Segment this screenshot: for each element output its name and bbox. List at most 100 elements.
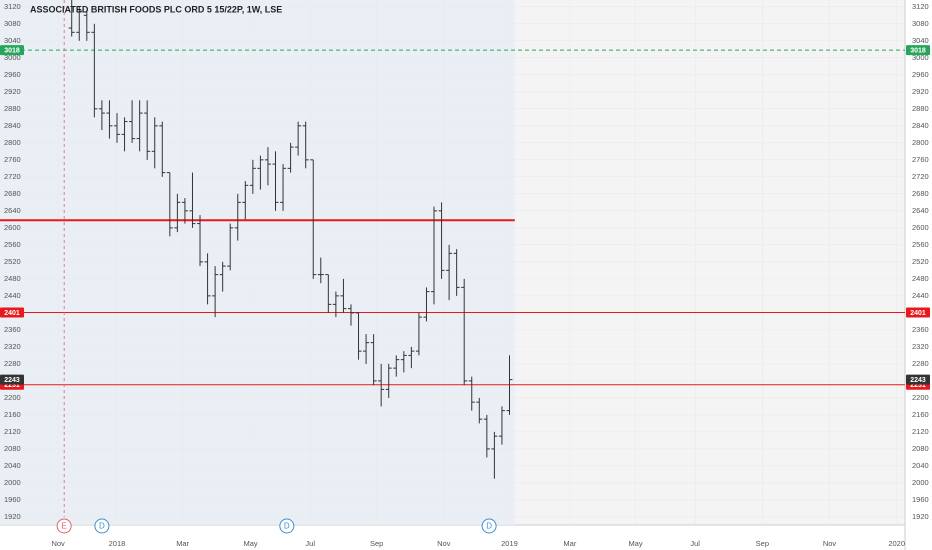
y-tick-label: 2840 xyxy=(912,121,929,130)
y-tick-label: 2000 xyxy=(912,478,929,487)
y-tick-label: 2160 xyxy=(912,410,929,419)
ohlc-bar xyxy=(234,193,241,241)
chart-title: ASSOCIATED BRITISH FOODS PLC ORD 5 15/22… xyxy=(30,4,282,14)
price-label-box xyxy=(0,374,24,385)
y-tick-label: 2960 xyxy=(4,70,21,79)
ohlc-bar xyxy=(189,172,196,228)
y-tick-label: 2440 xyxy=(912,291,929,300)
price-label-box xyxy=(0,45,24,56)
y-tick-label: 2800 xyxy=(912,138,929,147)
y-tick-label: 1920 xyxy=(4,512,21,521)
price-label: 2401 xyxy=(4,310,20,317)
ohlc-bar xyxy=(166,172,173,237)
y-tick-label: 3040 xyxy=(912,36,929,45)
time-axis-background xyxy=(0,525,905,550)
ohlc-bar xyxy=(272,151,279,211)
price-label-box xyxy=(906,307,930,318)
ohlc-bar xyxy=(106,100,113,139)
y-tick-label: 2920 xyxy=(4,87,21,96)
ohlc-bar xyxy=(121,117,128,152)
ohlc-bar xyxy=(98,100,105,131)
y-tick-label: 2320 xyxy=(912,342,929,351)
y-tick-label: 2760 xyxy=(912,155,929,164)
y-tick-label: 3120 xyxy=(4,2,21,11)
ohlc-bar xyxy=(438,202,445,279)
y-tick-label: 2920 xyxy=(912,87,929,96)
y-tick-label: 2680 xyxy=(912,189,929,198)
y-tick-label: 2880 xyxy=(4,104,21,113)
ohlc-bar xyxy=(113,113,120,143)
y-tick-label: 2600 xyxy=(912,223,929,232)
price-label: 2243 xyxy=(4,377,20,384)
y-tick-label: 2040 xyxy=(912,461,929,470)
y-tick-label: 2120 xyxy=(912,427,929,436)
y-tick-label: 2120 xyxy=(4,427,21,436)
history-shade xyxy=(0,0,515,525)
x-tick-label: Nov xyxy=(51,539,65,548)
ohlc-bar xyxy=(227,223,234,271)
x-tick-label: Jul xyxy=(305,539,315,548)
ohlc-bar xyxy=(302,121,309,169)
price-label: 2231 xyxy=(910,382,926,389)
ohlc-bar xyxy=(264,147,271,186)
y-tick-label: 2560 xyxy=(912,240,929,249)
ohlc-bar xyxy=(355,312,362,360)
ohlc-bar xyxy=(468,376,475,411)
ohlc-bar xyxy=(483,414,490,458)
ohlc-bar xyxy=(400,351,407,373)
ohlc-bar xyxy=(408,346,415,369)
y-tick-label: 2040 xyxy=(4,461,21,470)
ohlc-bar xyxy=(347,304,354,326)
ohlc-bar xyxy=(415,312,422,356)
ohlc-bar xyxy=(498,406,505,445)
ohlc-bar xyxy=(174,193,181,233)
ohlc-bar xyxy=(257,155,264,190)
y-tick-label: 2800 xyxy=(4,138,21,147)
ohlc-bar xyxy=(76,6,83,41)
price-label: 2231 xyxy=(4,382,20,389)
y-tick-label: 2080 xyxy=(912,444,929,453)
y-tick-label: 2480 xyxy=(912,274,929,283)
x-tick-label: Jul xyxy=(690,539,700,548)
ohlc-bar xyxy=(204,253,211,305)
ohlc-bar xyxy=(181,198,188,224)
price-label-box xyxy=(906,45,930,56)
event-label: D xyxy=(99,522,105,531)
y-tick-label: 2080 xyxy=(4,444,21,453)
y-tick-label: 2360 xyxy=(912,325,929,334)
y-tick-label: 2640 xyxy=(4,206,21,215)
price-axis-background xyxy=(905,0,932,550)
y-tick-label: 2360 xyxy=(4,325,21,334)
event-marker xyxy=(94,518,110,534)
event-label: D xyxy=(284,522,290,531)
ohlc-bar xyxy=(151,117,158,169)
ohlc-bar xyxy=(249,159,256,194)
x-tick-label: Nov xyxy=(823,539,837,548)
y-tick-label: 2280 xyxy=(912,359,929,368)
price-label-box xyxy=(906,374,930,385)
x-tick-label: May xyxy=(628,539,642,548)
ohlc-bar xyxy=(242,181,249,220)
ohlc-bar xyxy=(340,278,347,313)
ohlc-bar xyxy=(385,363,392,398)
y-tick-label: 2320 xyxy=(4,342,21,351)
y-tick-label: 2280 xyxy=(4,359,21,368)
price-label: 3018 xyxy=(910,48,926,55)
price-label: 2243 xyxy=(910,377,926,384)
y-tick-label: 2480 xyxy=(4,274,21,283)
x-tick-label: Mar xyxy=(176,539,189,548)
y-tick-label: 2000 xyxy=(4,478,21,487)
x-tick-label: 2018 xyxy=(109,539,126,548)
y-tick-label: 2520 xyxy=(4,257,21,266)
x-tick-label: Nov xyxy=(437,539,451,548)
ohlc-bar xyxy=(431,206,438,305)
x-tick-label: Sep xyxy=(756,539,769,548)
y-tick-label: 2720 xyxy=(912,172,929,181)
price-label-box xyxy=(0,307,24,318)
x-tick-label: Mar xyxy=(563,539,576,548)
y-tick-label: 3080 xyxy=(912,19,929,28)
ohlc-bar xyxy=(212,266,219,318)
event-marker xyxy=(56,518,72,534)
